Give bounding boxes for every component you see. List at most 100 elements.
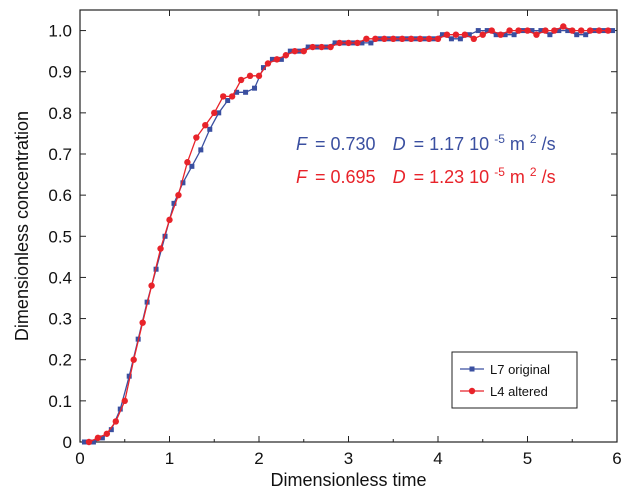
- annotation-exponent: -5: [494, 165, 505, 179]
- data-point: [595, 27, 603, 34]
- data-point: [586, 27, 594, 34]
- data-point: [556, 28, 562, 34]
- data-point: [282, 52, 290, 59]
- data-point: [565, 28, 571, 34]
- annotation-unit-rest: /s: [542, 167, 556, 187]
- data-point: [300, 47, 307, 55]
- data-point: [216, 110, 222, 116]
- data-point: [574, 32, 580, 38]
- data-point: [90, 439, 96, 445]
- x-axis-title: Dimensionless time: [270, 470, 426, 490]
- annotation-f-value: = 0.695: [315, 167, 376, 187]
- data-point: [475, 28, 481, 34]
- y-tick-label: 0.1: [48, 392, 72, 411]
- annotation-unit: m: [510, 134, 525, 154]
- data-point: [524, 27, 531, 34]
- data-point: [255, 72, 263, 80]
- data-point: [399, 35, 406, 42]
- annotation-exponent: -5: [494, 132, 505, 146]
- x-tick-label: 6: [612, 449, 621, 468]
- data-point: [264, 60, 272, 67]
- y-tick-label: 0.2: [48, 351, 72, 370]
- data-point: [126, 373, 132, 379]
- data-point: [287, 48, 293, 54]
- data-point: [363, 35, 370, 42]
- data-point: [466, 32, 472, 38]
- x-tick-label: 1: [165, 449, 174, 468]
- data-point: [171, 200, 177, 206]
- data-point: [551, 27, 558, 34]
- y-tick-label: 0.8: [48, 104, 72, 123]
- data-point: [493, 32, 499, 38]
- data-point: [506, 27, 513, 34]
- data-point: [434, 35, 442, 42]
- data-point: [189, 163, 195, 169]
- annotation-d-label: D: [393, 134, 406, 154]
- y-tick-label: 0: [63, 433, 72, 452]
- data-point: [305, 44, 311, 50]
- data-point: [225, 98, 231, 104]
- x-tick-label: 2: [254, 449, 263, 468]
- data-point: [569, 27, 576, 34]
- data-point: [103, 430, 111, 437]
- data-point: [461, 31, 469, 38]
- data-point: [243, 89, 249, 95]
- data-point: [448, 36, 454, 42]
- data-point: [479, 31, 486, 38]
- legend-label: L7 original: [490, 362, 550, 377]
- y-tick-label: 0.4: [48, 268, 72, 287]
- data-point: [260, 65, 266, 71]
- data-point: [372, 35, 379, 42]
- data-point: [497, 31, 504, 38]
- data-point: [207, 126, 213, 132]
- data-point: [359, 40, 365, 46]
- data-point: [130, 356, 137, 363]
- data-point: [318, 43, 325, 51]
- annotation-d-value: = 1.17 10: [414, 134, 490, 154]
- data-point: [309, 43, 316, 51]
- data-point: [166, 216, 173, 224]
- data-point: [278, 56, 284, 62]
- data-point: [439, 32, 445, 38]
- data-point: [538, 28, 544, 34]
- data-point: [108, 427, 114, 433]
- data-point: [443, 31, 451, 38]
- y-tick-label: 0.3: [48, 310, 72, 329]
- data-point: [515, 27, 522, 34]
- data-point: [81, 439, 87, 445]
- data-point: [354, 39, 361, 47]
- data-point: [452, 31, 460, 38]
- legend: L7 original L4 altered: [451, 351, 578, 409]
- data-point: [121, 397, 128, 405]
- data-point: [112, 418, 120, 425]
- data-point: [425, 35, 433, 42]
- x-tick-label: 4: [433, 449, 442, 468]
- data-point: [484, 28, 490, 34]
- annotation-d-label: D: [393, 167, 406, 187]
- plot-area: 0 1 2 3 4 5 6 0 0.1 0.2 0.3 0.4 0.5 0.6 0.7 0.8 0.9 1.0: [48, 9, 622, 468]
- data-point: [542, 27, 549, 34]
- data-point: [457, 36, 463, 42]
- data-point: [234, 89, 240, 95]
- data-point: [184, 159, 191, 166]
- data-point: [381, 35, 388, 42]
- annotation-altered: F = 0.695 D = 1.23 10 -5 m 2 /s: [296, 160, 556, 187]
- data-point: [117, 406, 123, 412]
- data-point: [193, 134, 200, 141]
- annotation-d-value: = 1.23 10: [414, 167, 490, 187]
- legend-marker: [468, 387, 476, 395]
- data-point: [416, 35, 424, 42]
- data-point: [139, 319, 146, 326]
- data-point: [533, 31, 540, 38]
- data-point: [583, 32, 589, 38]
- data-point: [502, 32, 508, 38]
- x-tick-label: 5: [523, 449, 532, 468]
- x-tick-label: 3: [344, 449, 353, 468]
- data-point: [228, 93, 236, 100]
- data-point: [578, 27, 585, 34]
- data-point: [529, 28, 535, 34]
- data-point: [85, 438, 93, 446]
- data-point: [511, 32, 517, 38]
- data-point: [610, 28, 616, 34]
- annotation-f-value: = 0.730: [315, 134, 376, 154]
